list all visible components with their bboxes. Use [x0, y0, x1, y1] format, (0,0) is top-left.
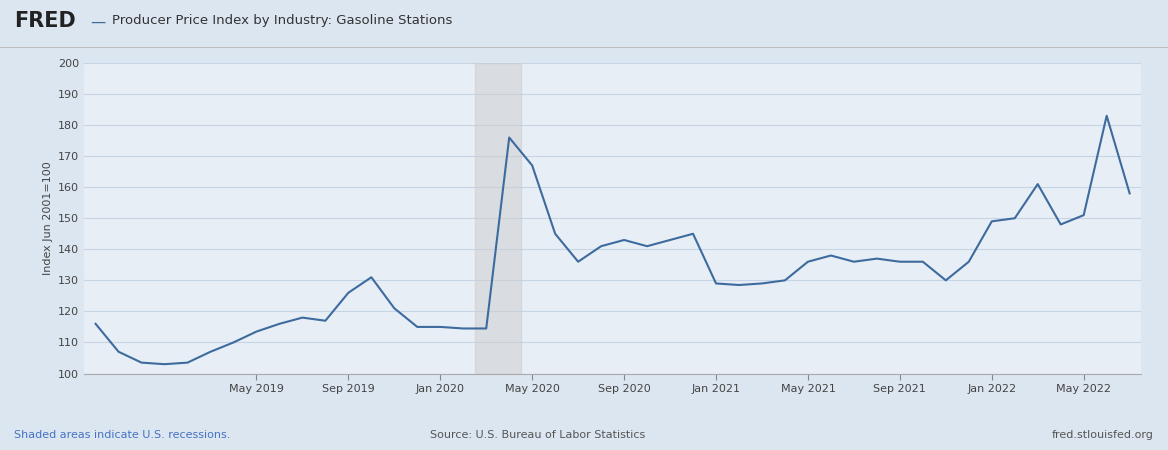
Text: —: — — [90, 14, 105, 29]
Text: Source: U.S. Bureau of Labor Statistics: Source: U.S. Bureau of Labor Statistics — [430, 430, 645, 440]
Text: FRED: FRED — [14, 11, 76, 31]
Bar — [474, 63, 521, 374]
Text: Producer Price Index by Industry: Gasoline Stations: Producer Price Index by Industry: Gasoli… — [112, 14, 452, 27]
Text: fred.stlouisfed.org: fred.stlouisfed.org — [1052, 430, 1154, 440]
Text: Shaded areas indicate U.S. recessions.: Shaded areas indicate U.S. recessions. — [14, 430, 230, 440]
Y-axis label: Index Jun 2001=100: Index Jun 2001=100 — [42, 162, 53, 275]
